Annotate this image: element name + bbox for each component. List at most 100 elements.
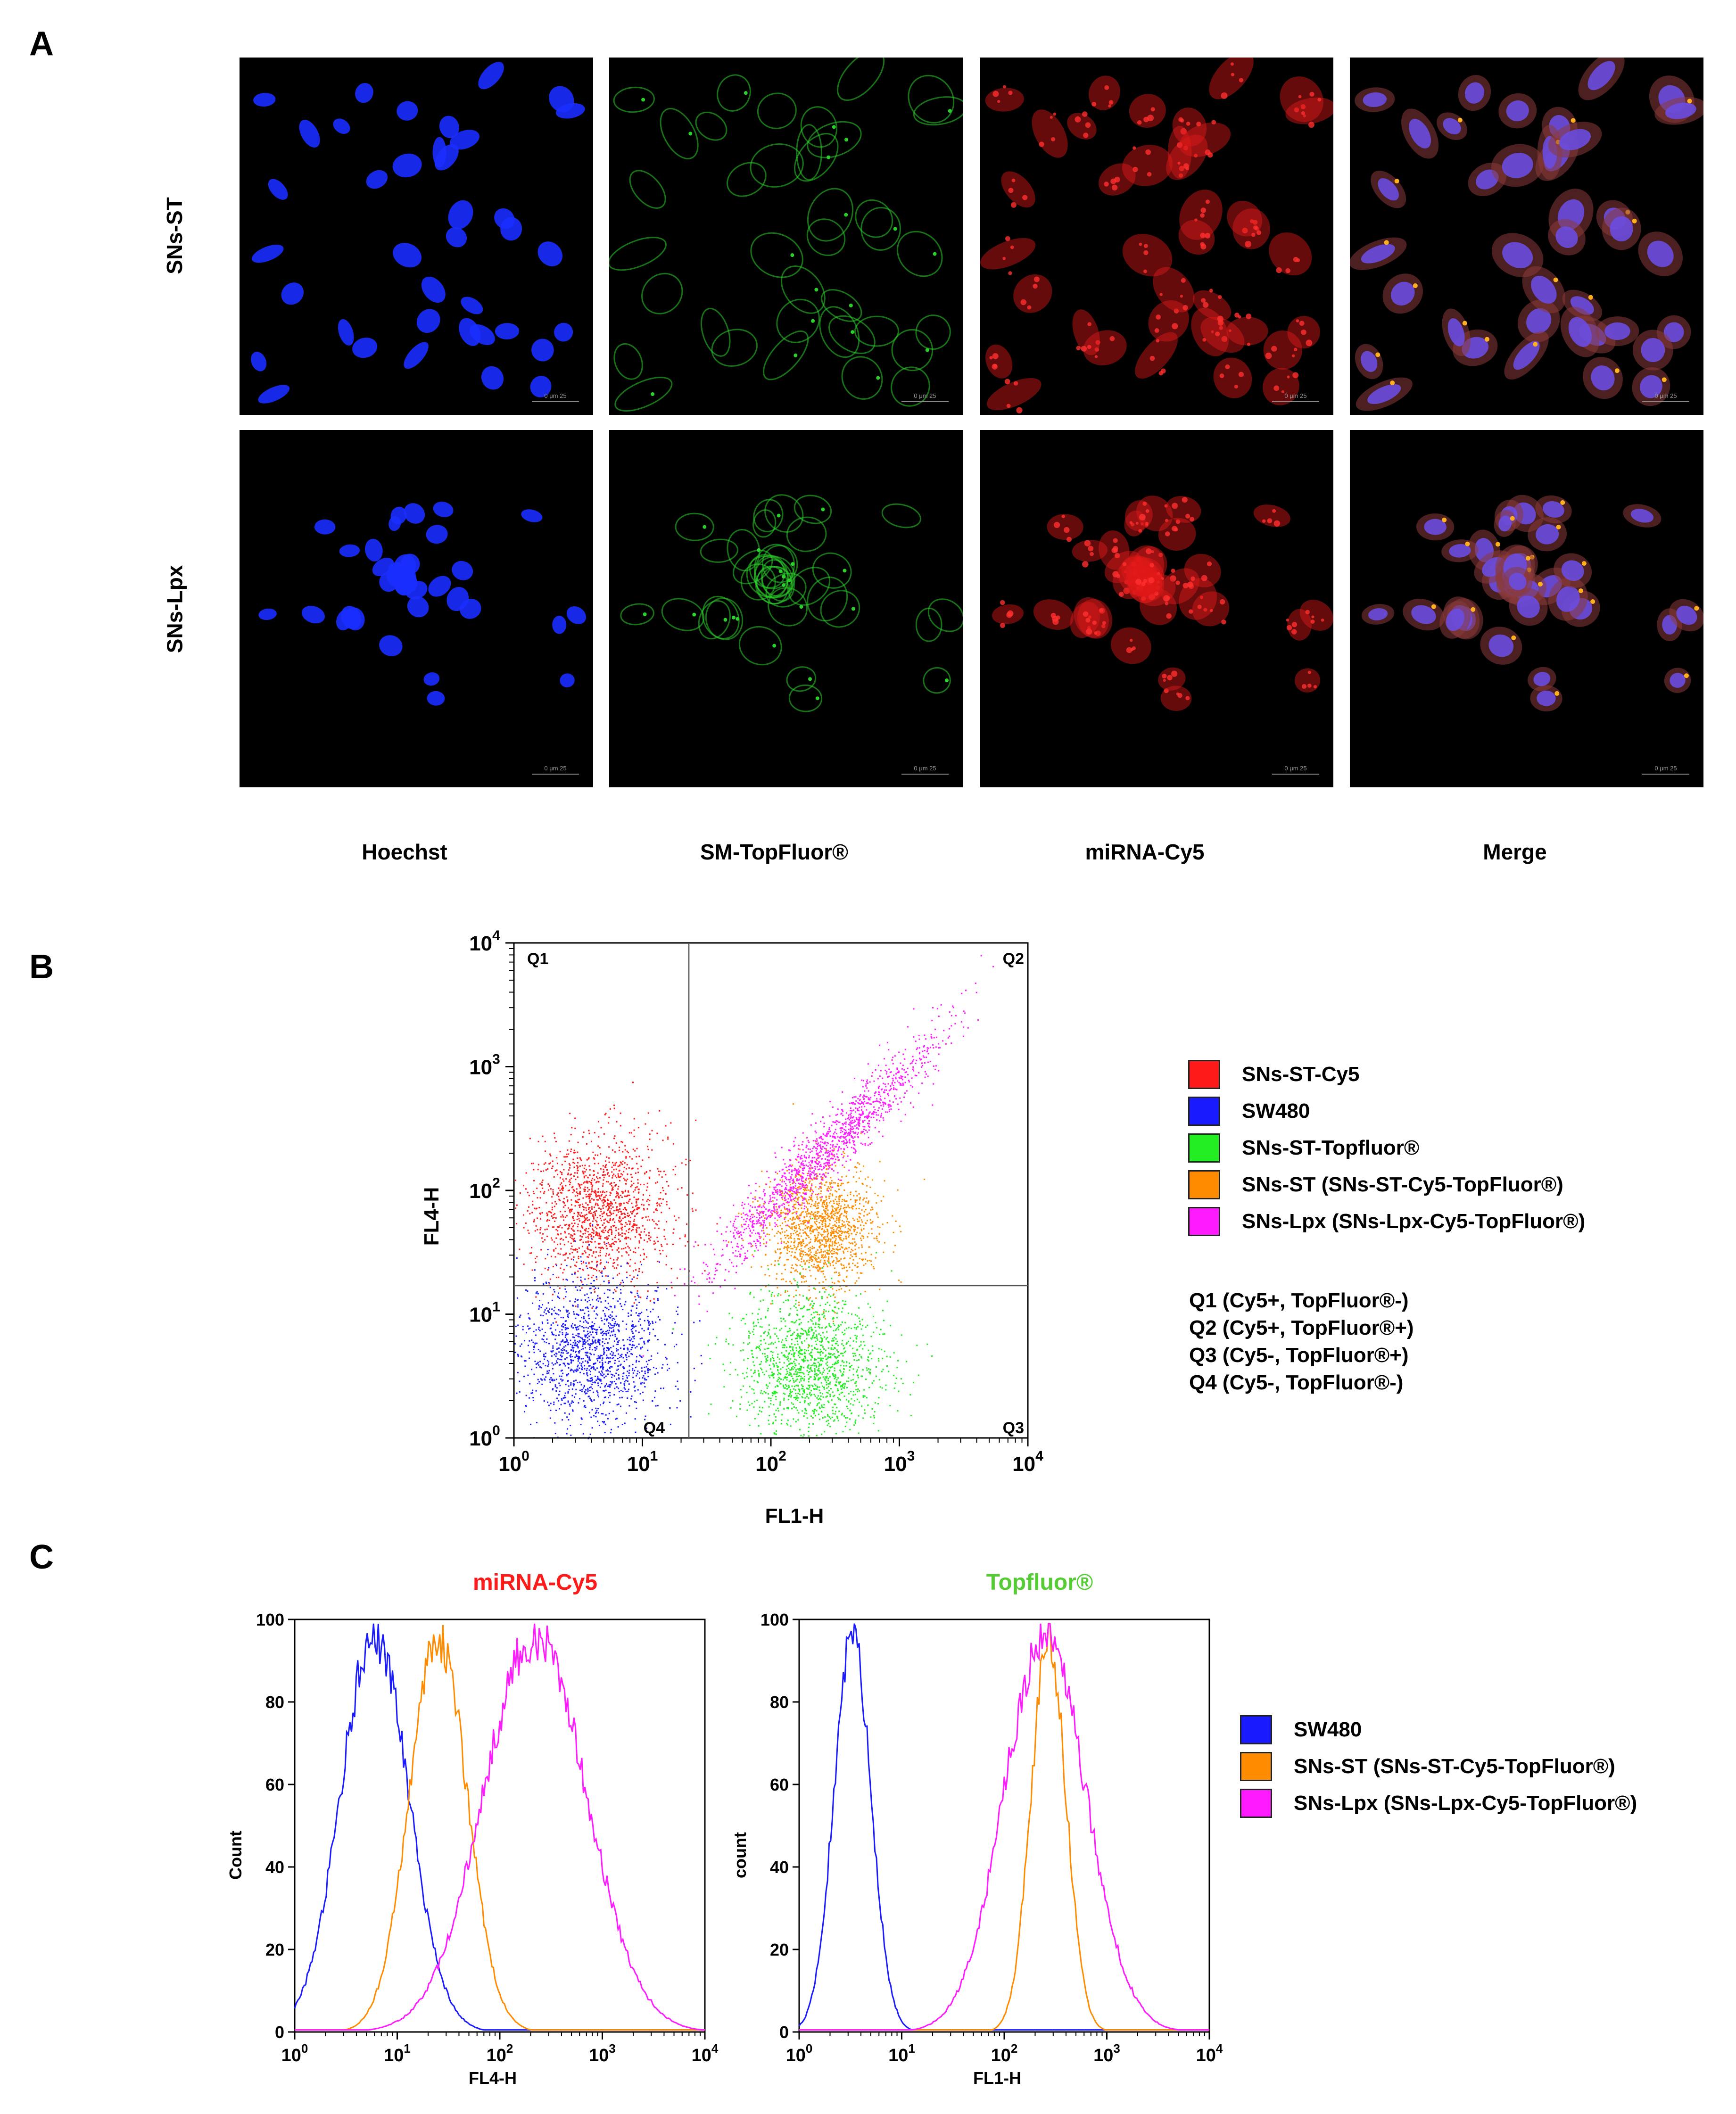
scatter-point [585, 1299, 587, 1301]
scatter-point [636, 1304, 638, 1306]
scatter-point [831, 1193, 833, 1195]
scatter-point [755, 1347, 757, 1349]
scatter-point [808, 1371, 810, 1373]
scatter-point [802, 1359, 804, 1361]
scatter-point [529, 1383, 531, 1385]
scatter-point [642, 1217, 644, 1219]
scatter-point [825, 1396, 827, 1398]
scatter-point [581, 1390, 583, 1392]
scatter-point [801, 1366, 802, 1368]
scatter-point [531, 1269, 533, 1271]
scatter-point [816, 1265, 818, 1267]
scatter-point [590, 1288, 592, 1289]
scatter-point [608, 1207, 610, 1209]
scatter-point [786, 1423, 788, 1425]
scatter-point [803, 1281, 805, 1283]
scatter-point [790, 1391, 792, 1393]
scatter-point [634, 1385, 636, 1387]
scatter-point [838, 1308, 840, 1310]
scatter-point [776, 1347, 777, 1349]
scatter-point [529, 1357, 530, 1359]
scatter-point [752, 1361, 754, 1363]
scatter-point [554, 1132, 555, 1134]
scatter-point [768, 1375, 770, 1377]
scatter-point [603, 1179, 604, 1181]
scatter-point [615, 1290, 617, 1292]
scatter-point [670, 1122, 672, 1124]
scatter-point [569, 1209, 571, 1211]
scatter-point [585, 1202, 587, 1204]
scatter-point [572, 1401, 574, 1403]
scatter-point [854, 1400, 856, 1402]
scatter-point [665, 1255, 667, 1257]
scatter-point [824, 1236, 826, 1238]
scatter-point [821, 1217, 823, 1219]
scatter-point [850, 1198, 851, 1200]
scatter-point [569, 1184, 571, 1186]
scatter-point [877, 1403, 879, 1404]
scatter-point [832, 1264, 834, 1266]
scatter-point [593, 1174, 595, 1176]
scatter-point [856, 1272, 858, 1274]
scatter-point [802, 1353, 803, 1355]
scatter-point [801, 1322, 802, 1324]
scatter-point [804, 1330, 806, 1332]
scatter-point [855, 1354, 857, 1356]
scatter-point [667, 1136, 669, 1138]
scatter-point [617, 1192, 619, 1194]
scatter-point [855, 1295, 857, 1297]
scatter-point [657, 1338, 659, 1340]
scatter-point [825, 1254, 827, 1256]
scatter-point [814, 1235, 816, 1237]
scatter-point [800, 1376, 802, 1378]
scatter-point [579, 1206, 580, 1208]
scatter-point [656, 1282, 658, 1284]
scatter-point [634, 1150, 636, 1152]
scatter-point [782, 1222, 784, 1224]
scatter-point [642, 1159, 644, 1161]
scatter-point [552, 1191, 554, 1193]
scatter-point [638, 1227, 640, 1229]
scatter-point [811, 1356, 813, 1358]
scatter-point [616, 1208, 618, 1210]
scatter-point [847, 1340, 849, 1342]
scatter-point [614, 1135, 616, 1137]
scatter-point [752, 1356, 754, 1358]
scatter-point [824, 1184, 826, 1186]
scatter-point [656, 1224, 658, 1226]
scatter-point [784, 1320, 786, 1322]
scatter-point [627, 1214, 628, 1216]
scatter-point [574, 1240, 576, 1242]
scatter-point [785, 1377, 786, 1379]
scatter-point [579, 1371, 581, 1373]
scatter-point [620, 1382, 622, 1384]
scatter-point [796, 1193, 798, 1195]
scatter-point [532, 1302, 534, 1304]
scatter-point [864, 1409, 866, 1411]
scatter-point [595, 1220, 597, 1222]
scatter-point [577, 1212, 579, 1214]
scatter-point [666, 1204, 668, 1206]
scatter-point [795, 1175, 797, 1177]
scatter-point [589, 1343, 591, 1345]
scatter-point [606, 1243, 608, 1245]
scatter-point [628, 1405, 630, 1407]
scatter-point [852, 1394, 854, 1396]
scatter-point [690, 1416, 692, 1418]
scatter-point [637, 1373, 638, 1375]
scatter-point [787, 1240, 789, 1242]
scatter-point [677, 1380, 678, 1382]
scatter-point [602, 1185, 603, 1187]
scatter-point [591, 1232, 593, 1234]
scatter-point [554, 1422, 556, 1424]
scatter-point [783, 1346, 785, 1348]
scatter-point [600, 1366, 602, 1368]
scatter-point [810, 1241, 811, 1243]
scatter-point [606, 1203, 608, 1205]
scatter-point [589, 1207, 591, 1209]
scatter-point [752, 1322, 754, 1324]
scatter-point [886, 1222, 888, 1223]
scatter-point [808, 1388, 810, 1390]
scatter-point [538, 1305, 540, 1307]
scatter-point [546, 1372, 548, 1374]
